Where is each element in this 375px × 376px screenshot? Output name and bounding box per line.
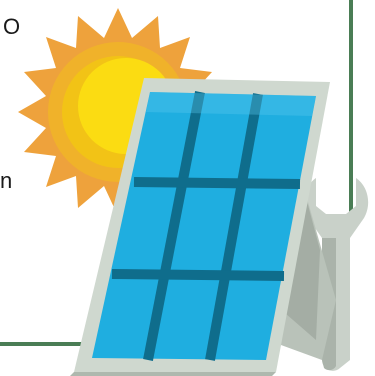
cropped-text-top: O [3, 14, 21, 39]
cropped-text-middle: n [0, 168, 13, 193]
